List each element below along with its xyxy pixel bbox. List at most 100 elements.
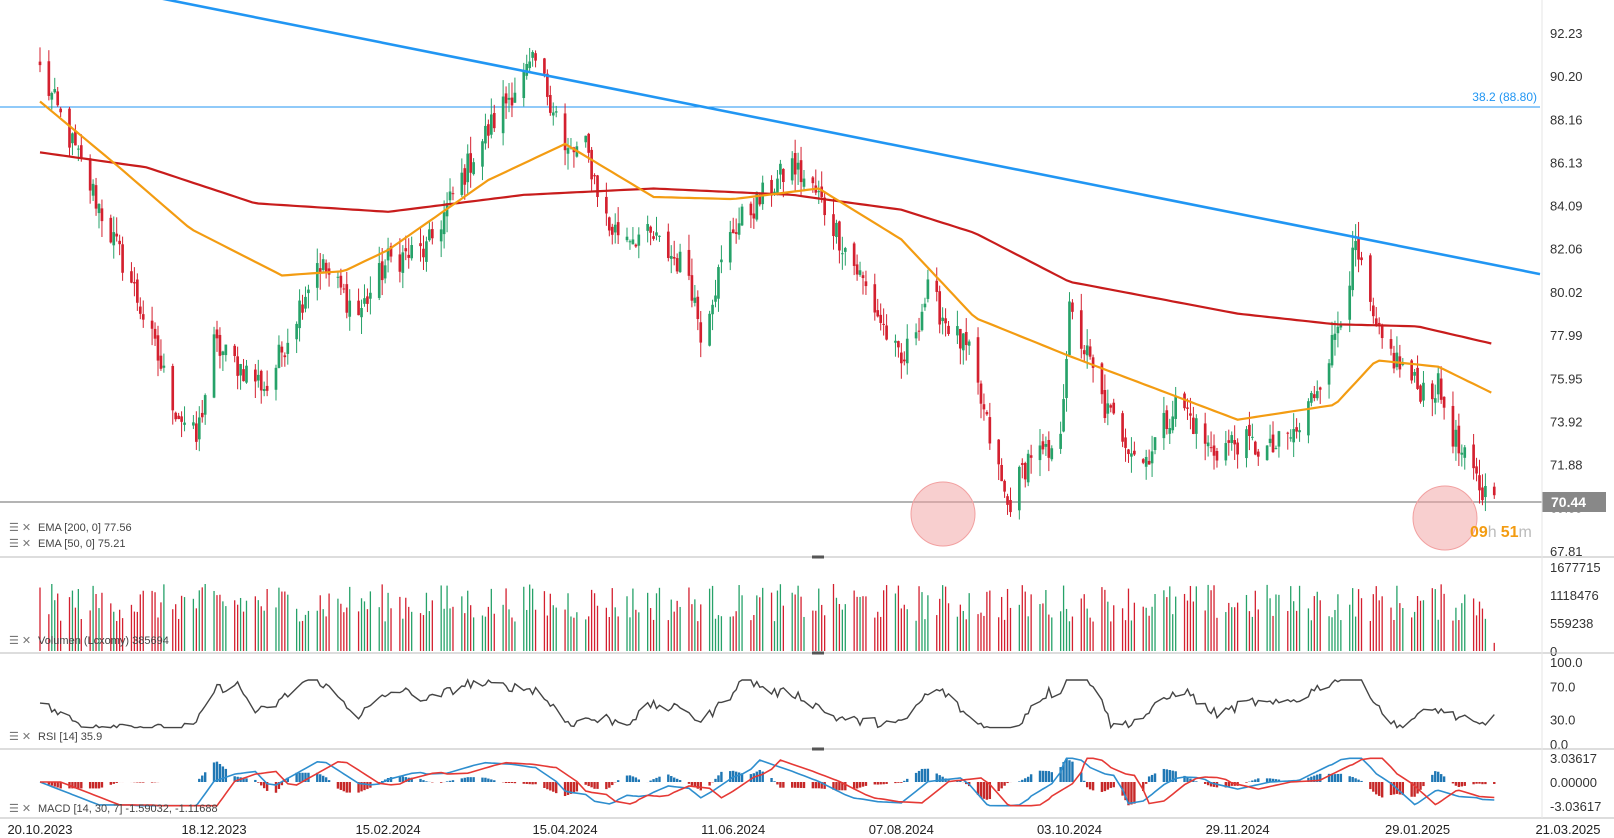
macd-hist-bar	[139, 782, 142, 783]
macd-hist-bar	[481, 777, 484, 782]
macd-hist-bar	[1268, 778, 1272, 782]
macd-hist-bar	[245, 778, 248, 782]
price-tick-label: 84.09	[1550, 199, 1583, 214]
legend-icons-macd[interactable]: ☰ ✕	[9, 803, 31, 815]
candle	[820, 171, 824, 203]
candle	[1492, 482, 1496, 499]
macd-hist-bar	[1195, 781, 1198, 782]
macd-hist-bar	[814, 782, 817, 789]
macd-hist-bar	[1380, 782, 1384, 798]
date-axis[interactable]: 20.10.2023 18.12.2023 15.02.2024 15.04.2024…	[7, 822, 1600, 837]
candle	[430, 221, 434, 245]
macd-hist-bar	[1410, 782, 1413, 797]
candle	[380, 248, 384, 296]
candle	[345, 271, 349, 319]
rsi-pane[interactable]: 100.0 70.0 30.0 0.0 ☰ ✕ RSI [14] 35.9	[9, 655, 1583, 752]
candle	[669, 245, 673, 274]
ema200-legend[interactable]: ☰ ✕ EMA [200, 0] 77.56	[9, 522, 132, 534]
macd-hist-bar	[920, 768, 924, 782]
price-tick-label: 92.23	[1550, 26, 1583, 41]
candle	[590, 146, 593, 192]
macd-hist-bar	[507, 782, 511, 784]
macd-hist-bar	[914, 772, 918, 782]
candle	[156, 325, 160, 377]
candle	[171, 363, 175, 425]
macd-tick-label: -3.03617	[1550, 799, 1601, 814]
macd-hist-bar	[1041, 770, 1045, 782]
candle	[607, 216, 611, 237]
legend-icons-ema200[interactable]: ☰ ✕	[9, 522, 31, 534]
legend-icons-ema50[interactable]: ☰ ✕	[9, 538, 31, 550]
macd-hist-bar	[658, 776, 661, 782]
macd-hist-bar	[817, 782, 820, 789]
candle	[428, 222, 431, 242]
date-tick-label: 15.04.2024	[533, 822, 598, 837]
price-tick-label: 88.16	[1550, 112, 1583, 127]
macd-hist-bar	[799, 782, 803, 788]
macd-hist-bar	[906, 778, 909, 782]
candle	[174, 411, 178, 422]
price-pane[interactable]: 92.23 90.20 88.16 86.13 84.09 82.06 80.02 77.99…	[0, 0, 1606, 559]
candle	[1439, 366, 1443, 404]
candle	[838, 220, 841, 264]
candle	[1209, 431, 1213, 453]
macd-hist-bar	[997, 782, 1000, 792]
candle	[1457, 413, 1461, 467]
date-tick-label: 20.10.2023	[7, 822, 72, 837]
candle	[1380, 323, 1384, 349]
macd-hist-bar	[708, 782, 711, 786]
candle	[852, 241, 856, 276]
macd-hist-bar	[917, 770, 921, 782]
macd-hist-bar	[1186, 777, 1189, 782]
macd-hist-bar	[94, 782, 98, 789]
macd-hist-bar	[389, 777, 393, 782]
candle	[451, 186, 455, 201]
candle	[386, 237, 390, 273]
macd-hist-bar	[1372, 782, 1375, 792]
macd-hist-bar	[1327, 773, 1331, 782]
candle	[947, 320, 950, 336]
candle	[776, 169, 779, 196]
highlight-circle-right	[1412, 485, 1478, 551]
candle	[675, 253, 679, 274]
macd-hist-bar	[894, 782, 897, 784]
macd-hist-bar	[1481, 782, 1484, 785]
macd-hist-bar	[1451, 782, 1455, 784]
macd-hist-bar	[1100, 782, 1104, 792]
candle	[71, 132, 74, 156]
candle	[1295, 418, 1298, 439]
macd-hist-bar	[1434, 771, 1437, 782]
macd-hist-bar	[1183, 775, 1186, 782]
candle	[988, 402, 992, 450]
candle	[1413, 369, 1416, 383]
candle	[1230, 431, 1234, 451]
macd-hist-bar	[401, 776, 405, 782]
trend-line[interactable]	[40, 0, 1541, 276]
macd-hist-bar	[1026, 776, 1030, 782]
candle	[696, 290, 700, 331]
macd-hist-bar	[301, 772, 304, 782]
macd-hist-bar	[1103, 782, 1107, 792]
price-tick-label: 73.92	[1550, 414, 1583, 429]
macd-hist-bar	[652, 779, 655, 782]
macd-hist-bar	[97, 782, 101, 789]
macd-hist-bar	[549, 782, 552, 791]
macd-hist-bar	[366, 782, 369, 789]
candle	[1112, 398, 1116, 415]
candle	[967, 339, 971, 355]
macd-hist-bar	[448, 780, 452, 782]
macd-hist-bar	[260, 782, 263, 786]
candle	[551, 102, 555, 126]
price-tick-label: 82.06	[1550, 242, 1583, 257]
candle	[997, 439, 1001, 481]
macd-hist-bar	[820, 782, 823, 789]
legend-icons-rsi[interactable]: ☰ ✕	[9, 731, 31, 743]
legend-icons-volume[interactable]: ☰ ✕	[9, 635, 31, 647]
ema50-legend[interactable]: ☰ ✕ EMA [50, 0] 75.21	[9, 538, 125, 550]
candle	[1215, 447, 1219, 468]
volume-pane[interactable]: 1677715 1118476 559238 0 ☰ ✕ Volumen (Lcxom…	[9, 560, 1601, 659]
macd-hist-bar	[835, 782, 838, 791]
macd-pane[interactable]: 3.03617 0.00000 -3.03617 ☰ ✕ MACD [14, 30,…	[9, 751, 1601, 815]
candle	[1460, 444, 1464, 467]
